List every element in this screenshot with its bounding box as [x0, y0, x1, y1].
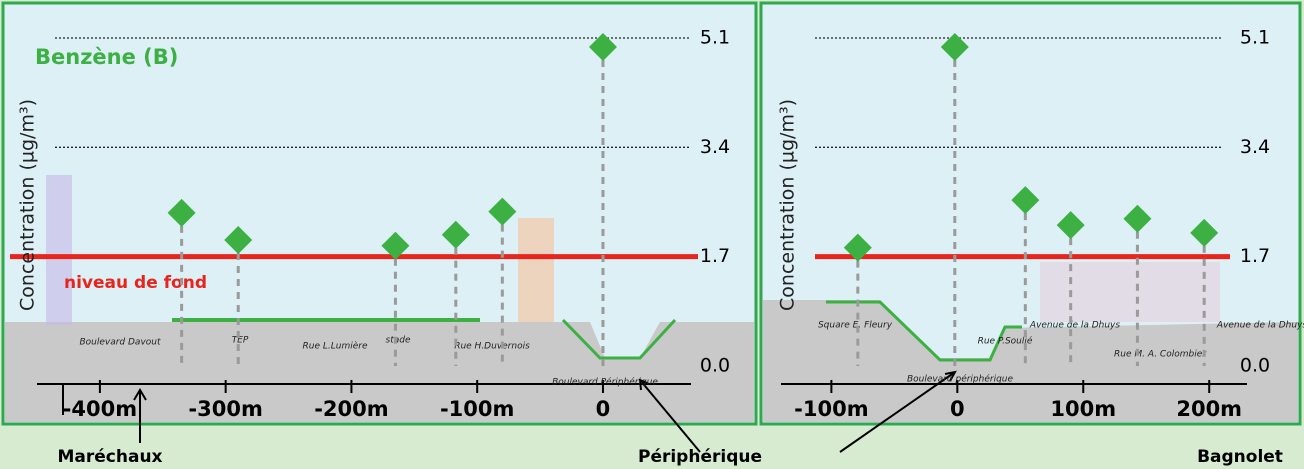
- y-tick-label: 5.1: [1240, 27, 1270, 49]
- y-tick-label: 3.4: [700, 136, 730, 158]
- street-label: Rue L.Lumière: [303, 341, 368, 352]
- building: [46, 175, 72, 325]
- y-tick-label: 3.4: [1240, 136, 1270, 158]
- y-tick-label: 1.7: [1240, 245, 1270, 267]
- street-label: Avenue de la Dhuys: [1029, 321, 1120, 331]
- footer-label: Périphérique: [638, 447, 762, 467]
- y-axis-title: Concentration (µg/m³): [777, 99, 799, 311]
- buildings: [1040, 262, 1220, 322]
- x-tick-label: -100m: [440, 397, 514, 421]
- x-tick-label: -400m: [63, 397, 137, 421]
- x-tick-label: 100m: [1050, 397, 1116, 421]
- street-label: Boulevard périphérique: [907, 374, 1014, 385]
- street-label: Rue M. A. Colombier: [1114, 350, 1207, 360]
- x-tick-label: -100m: [794, 397, 868, 421]
- y-tick-label: 0.0: [700, 355, 730, 377]
- x-tick-label: 200m: [1176, 397, 1242, 421]
- street-label: TEP: [232, 336, 249, 346]
- x-tick-label: 0: [596, 397, 611, 421]
- figure: 0.0 1.7 3.4 5.1 -400m -300m -200m -100m 0 Bouleva…: [0, 0, 1304, 469]
- y-tick-label: 1.7: [700, 245, 730, 267]
- y-tick-label: 5.1: [700, 27, 730, 49]
- street-label: Avenue de la Dhuys: [1216, 321, 1304, 331]
- reference-label: niveau de fond: [64, 273, 207, 293]
- street-label: Boulevard Périphérique: [552, 377, 658, 388]
- footer-label: Maréchaux: [57, 447, 162, 467]
- street-label: stade: [386, 336, 411, 346]
- x-tick-label: 0: [950, 397, 965, 421]
- y-axis-title: Concentration (µg/m³): [17, 99, 39, 311]
- x-tick-label: -300m: [188, 397, 262, 421]
- page: {"chart_data": [ {"type": "scatter", "ti…: [0, 0, 1304, 469]
- x-tick-label: -200m: [314, 397, 388, 421]
- street-label: Square E. Fleury: [818, 321, 893, 331]
- street-label: Rue H.Duvernois: [454, 342, 530, 352]
- street-label: Boulevard Davout: [79, 338, 161, 348]
- chart-title: Benzène (B): [35, 45, 178, 69]
- building: [518, 218, 554, 322]
- y-tick-label: 0.0: [1240, 355, 1270, 377]
- footer-label: Bagnolet: [1197, 447, 1283, 467]
